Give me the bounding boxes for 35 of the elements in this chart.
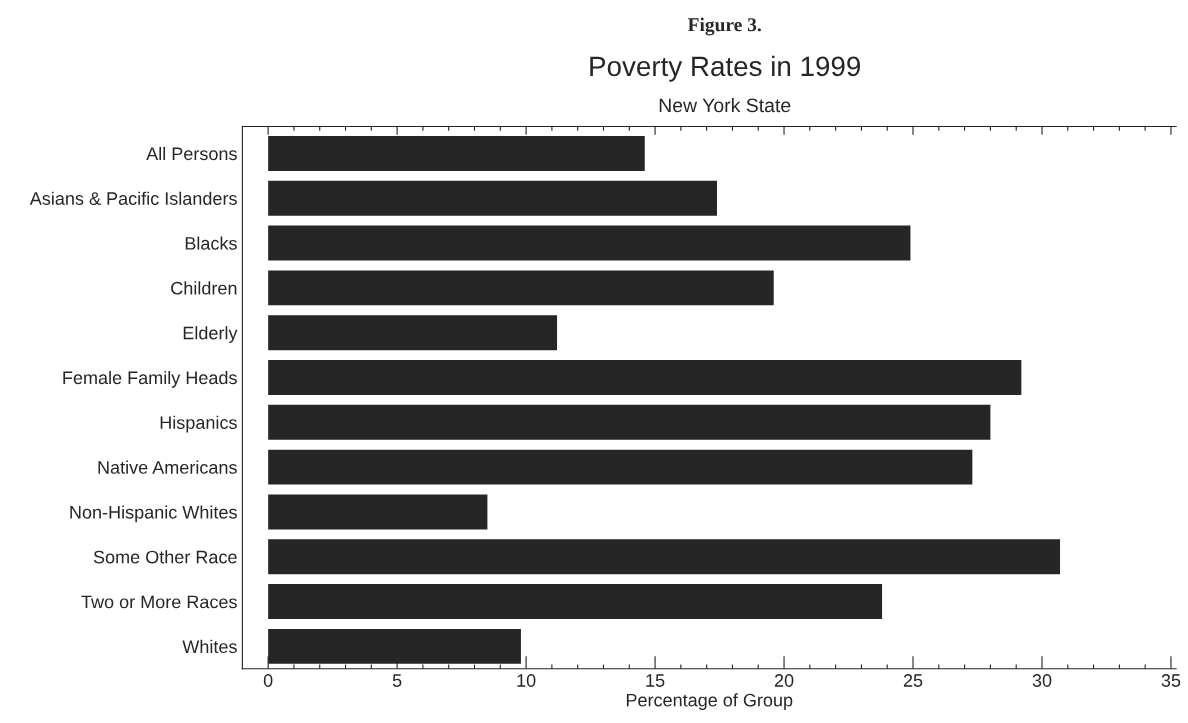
bar <box>268 180 717 216</box>
bar <box>268 270 774 306</box>
x-tick-label: 25 <box>903 674 923 687</box>
y-tick-label: Non-Hispanic Whites <box>70 505 237 523</box>
y-tick-label: Children <box>171 281 237 295</box>
x-tick-label: 15 <box>646 674 665 687</box>
y-tick-label: Some Other Race <box>93 550 237 564</box>
bar <box>268 449 973 485</box>
bar <box>268 584 883 620</box>
bar <box>268 539 1061 575</box>
bar <box>268 360 1022 395</box>
x-tick-label: 35 <box>1161 674 1181 687</box>
bar <box>268 225 911 261</box>
y-tick-label: Female Family Heads <box>63 370 237 388</box>
bar <box>268 494 488 530</box>
bar <box>268 404 991 440</box>
x-axis-title: Percentage of Group <box>626 693 793 711</box>
y-tick-label: Hispanics <box>160 415 237 433</box>
x-tick-label: 0 <box>263 674 273 687</box>
y-tick-label: Two or More Races <box>81 595 237 609</box>
x-tick-label: 5 <box>392 674 402 687</box>
y-tick-label: Asians & Pacific Islanders <box>29 191 237 205</box>
x-tick-label: 30 <box>1032 674 1052 687</box>
x-tick-label: 10 <box>517 674 536 687</box>
y-tick-label: Native Americans <box>98 460 237 474</box>
y-tick-label: Elderly <box>183 326 238 343</box>
chart-title: Poverty Rates in 1999 <box>590 55 861 82</box>
y-tick-label: Whites <box>182 639 237 654</box>
y-tick-label: All Persons <box>146 146 237 161</box>
x-tick-label: 20 <box>774 674 794 687</box>
caption: Figure 3. <box>687 17 761 36</box>
y-tick-label: Blacks <box>185 236 237 250</box>
bar <box>268 628 521 664</box>
chart-subtitle: New York State <box>659 97 791 113</box>
bar <box>268 315 558 351</box>
